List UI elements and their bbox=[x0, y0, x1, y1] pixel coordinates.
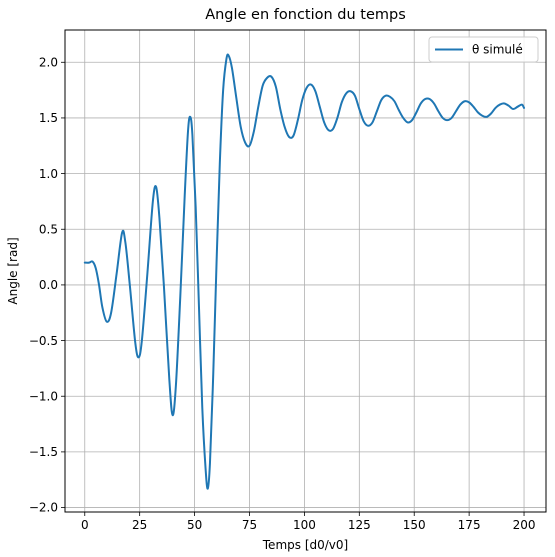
y-tick-label: 1.0 bbox=[39, 167, 58, 181]
legend-box bbox=[428, 36, 539, 63]
x-tick-label: 200 bbox=[513, 518, 536, 532]
x-tick-label: 50 bbox=[187, 518, 202, 532]
x-tick-label: 75 bbox=[242, 518, 257, 532]
x-axis-label: Temps [d0/v0] bbox=[262, 538, 348, 552]
x-tick-label: 0 bbox=[81, 518, 89, 532]
legend: θ simulé bbox=[428, 36, 539, 63]
y-tick-label: 2.0 bbox=[39, 55, 58, 69]
y-tick-label: 1.5 bbox=[39, 111, 58, 125]
x-tick-label: 150 bbox=[403, 518, 426, 532]
y-tick-label: −2.0 bbox=[29, 501, 58, 515]
y-tick-label: 0.5 bbox=[39, 222, 58, 236]
y-tick-label: −0.5 bbox=[29, 334, 58, 348]
series-lines bbox=[83, 53, 526, 490]
x-ticks: 0 25 50 75 100 125 150 175 200 bbox=[81, 512, 536, 532]
x-tick-label: 25 bbox=[132, 518, 147, 532]
y-tick-label: −1.0 bbox=[29, 389, 58, 403]
x-tick-label: 125 bbox=[348, 518, 371, 532]
y-tick-label: 0.0 bbox=[39, 278, 58, 292]
chart-title: Angle en fonction du temps bbox=[205, 7, 406, 23]
legend-label: θ simulé bbox=[472, 43, 523, 57]
y-axis-label: Angle [rad] bbox=[6, 237, 20, 304]
x-tick-label: 100 bbox=[293, 518, 316, 532]
y-ticks: 2.0 1.5 1.0 0.5 0.0 −0.5 −1.0 −1.5 −2.0 bbox=[29, 55, 65, 515]
y-tick-label: −1.5 bbox=[29, 445, 58, 459]
plot-frame bbox=[64, 29, 547, 513]
x-tick-label: 175 bbox=[458, 518, 481, 532]
series-line bbox=[83, 53, 526, 490]
grid bbox=[65, 30, 546, 512]
